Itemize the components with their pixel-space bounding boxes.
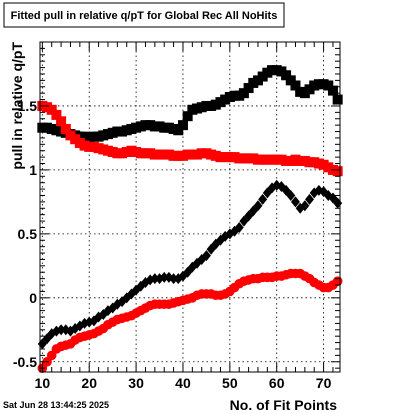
tick-labels: 10 20 30 40 50 60 70 -0.5 0 0.5 1 1.5 [13,98,332,391]
data-point [56,116,67,127]
x-tick-label: 60 [269,375,285,391]
data-point [300,200,310,212]
y-tick-label: 1.5 [18,98,38,114]
series-3 [37,268,343,373]
data-point [323,80,334,91]
data-point [327,85,338,96]
x-tick-label: 70 [316,375,332,391]
data-point [159,271,169,283]
title-frame [3,2,285,28]
x-tick-label: 20 [81,375,97,391]
data-point [290,196,300,208]
title-box: Fitted pull in relative q/pT for Global … [3,2,285,28]
series-2 [37,179,343,350]
y-tick-label: -0.5 [13,354,37,370]
data-point [258,193,268,205]
data-point [201,250,211,262]
y-tick-label: 0.5 [18,226,38,242]
data-point [56,324,66,336]
x-tick-label: 40 [175,375,191,391]
axes [39,41,341,373]
data-point [60,123,71,134]
data-point [305,193,315,205]
data-point [177,120,188,131]
data-point [46,104,57,115]
x-tick-label: 50 [222,375,238,391]
data-point [285,75,296,86]
data-point [169,273,179,285]
chart-title: Fitted pull in relative q/pT for Global … [11,10,278,22]
x-axis-title: No. of Fit Points [230,397,338,413]
y-tick-label: 1 [29,162,37,178]
y-tick-label: 0 [29,290,37,306]
data-point [286,189,296,201]
data-point [150,273,160,285]
x-tick-label: 30 [128,375,144,391]
ticks [40,42,340,372]
timestamp-footer: Sat Jun 28 13:44:25 2025 [3,400,109,410]
data-point [290,80,301,91]
data-point [243,83,254,94]
data-point [173,125,184,136]
data-point [51,109,62,120]
plot-frame [39,41,341,373]
data-point [182,111,193,122]
data-point [234,221,244,233]
data-point [281,70,292,81]
y-axis-title: pull in relative q/pT [9,42,25,170]
series-1 [37,100,343,177]
data-point [332,166,343,177]
data-marks [37,65,343,373]
data-point [238,88,249,99]
x-tick-label: 10 [35,375,51,391]
data-point [253,200,263,212]
